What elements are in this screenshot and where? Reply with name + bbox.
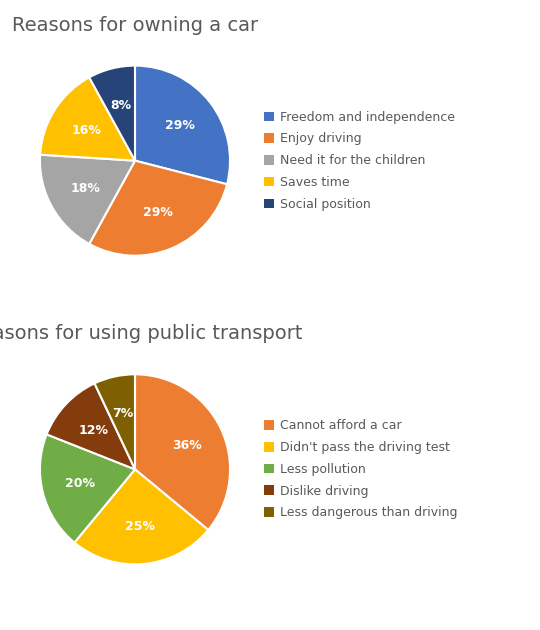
Wedge shape — [40, 77, 135, 161]
Wedge shape — [135, 374, 230, 530]
Text: 20%: 20% — [65, 477, 94, 490]
Wedge shape — [89, 161, 227, 256]
Title: Reasons for using public transport: Reasons for using public transport — [0, 324, 302, 343]
Text: 7%: 7% — [112, 407, 133, 420]
Text: 29%: 29% — [165, 119, 195, 132]
Text: 36%: 36% — [172, 438, 201, 452]
Text: 16%: 16% — [72, 123, 102, 137]
Text: 8%: 8% — [110, 99, 131, 112]
Wedge shape — [40, 155, 135, 244]
Wedge shape — [135, 66, 230, 185]
Wedge shape — [40, 434, 135, 542]
Text: 25%: 25% — [125, 520, 156, 532]
Text: 18%: 18% — [70, 181, 100, 195]
Wedge shape — [89, 66, 135, 161]
Wedge shape — [75, 469, 208, 564]
Legend: Freedom and independence, Enjoy driving, Need it for the children, Saves time, S: Freedom and independence, Enjoy driving,… — [259, 106, 460, 215]
Legend: Cannot afford a car, Didn't pass the driving test, Less pollution, Dislike drivi: Cannot afford a car, Didn't pass the dri… — [259, 415, 462, 524]
Wedge shape — [94, 374, 135, 469]
Title: Reasons for owning a car: Reasons for owning a car — [12, 16, 258, 35]
Text: 12%: 12% — [78, 424, 109, 437]
Text: 29%: 29% — [143, 207, 173, 219]
Wedge shape — [46, 384, 135, 469]
